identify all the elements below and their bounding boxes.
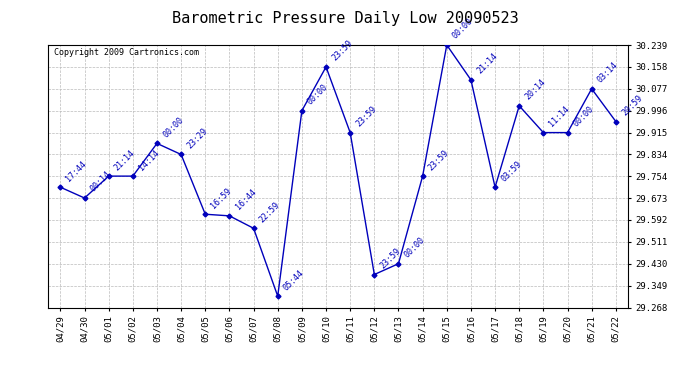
Text: 00:00: 00:00 [451,17,475,41]
Text: 00:00: 00:00 [403,236,426,260]
Text: 00:00: 00:00 [161,115,185,139]
Text: 03:14: 03:14 [596,61,620,85]
Text: 00:14: 00:14 [89,170,112,194]
Text: 21:14: 21:14 [113,148,137,172]
Text: 00:00: 00:00 [572,104,595,128]
Text: 23:59: 23:59 [355,104,378,128]
Text: 17:44: 17:44 [65,159,88,183]
Text: Copyright 2009 Cartronics.com: Copyright 2009 Cartronics.com [54,48,199,57]
Text: 16:59: 16:59 [210,186,233,210]
Text: 11:14: 11:14 [548,104,571,128]
Text: 23:29: 23:29 [186,126,209,150]
Text: 23:59: 23:59 [379,246,402,270]
Text: 05:44: 05:44 [282,268,306,292]
Text: 20:59: 20:59 [620,93,644,117]
Text: 23:59: 23:59 [331,39,354,63]
Text: 23:59: 23:59 [427,148,451,172]
Text: 16:44: 16:44 [234,188,257,212]
Text: 14:14: 14:14 [137,148,161,172]
Text: 21:14: 21:14 [475,52,499,76]
Text: 20:14: 20:14 [524,78,547,102]
Text: 22:59: 22:59 [258,200,282,224]
Text: Barometric Pressure Daily Low 20090523: Barometric Pressure Daily Low 20090523 [172,11,518,26]
Text: 03:59: 03:59 [500,159,523,183]
Text: 00:00: 00:00 [306,82,330,106]
